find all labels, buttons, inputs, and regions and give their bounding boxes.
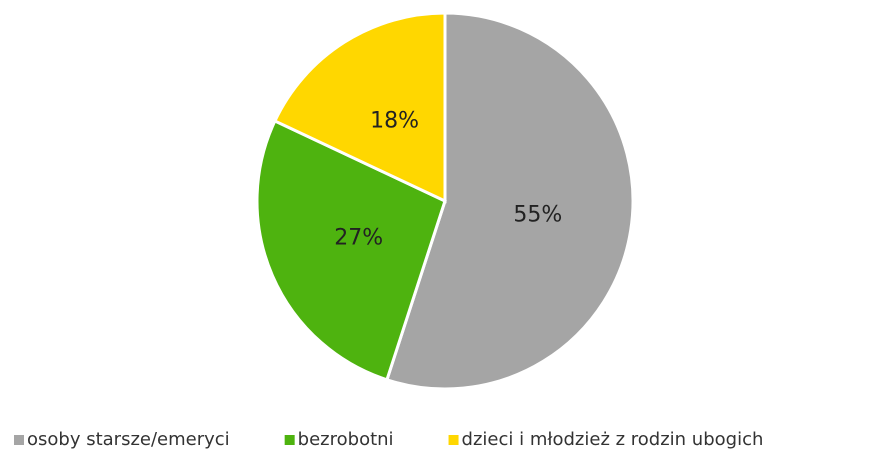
legend-label: osoby starsze/emeryci <box>27 429 230 450</box>
legend-label: bezrobotni <box>298 429 394 450</box>
data-label: 55% <box>513 203 562 228</box>
legend-marker <box>448 435 459 445</box>
legend-marker <box>14 435 24 445</box>
pie-slice <box>255 118 447 382</box>
pie-slice <box>272 11 447 204</box>
pie-slice <box>385 11 635 391</box>
legend-marker <box>284 435 295 445</box>
legend-label: dzieci i młodzież z rodzin ubogich <box>462 429 764 450</box>
data-label: 27% <box>334 225 383 250</box>
data-label: 18% <box>370 109 419 134</box>
legend: osoby starsze/emeryci bezrobotni dzieci i … <box>14 429 763 450</box>
